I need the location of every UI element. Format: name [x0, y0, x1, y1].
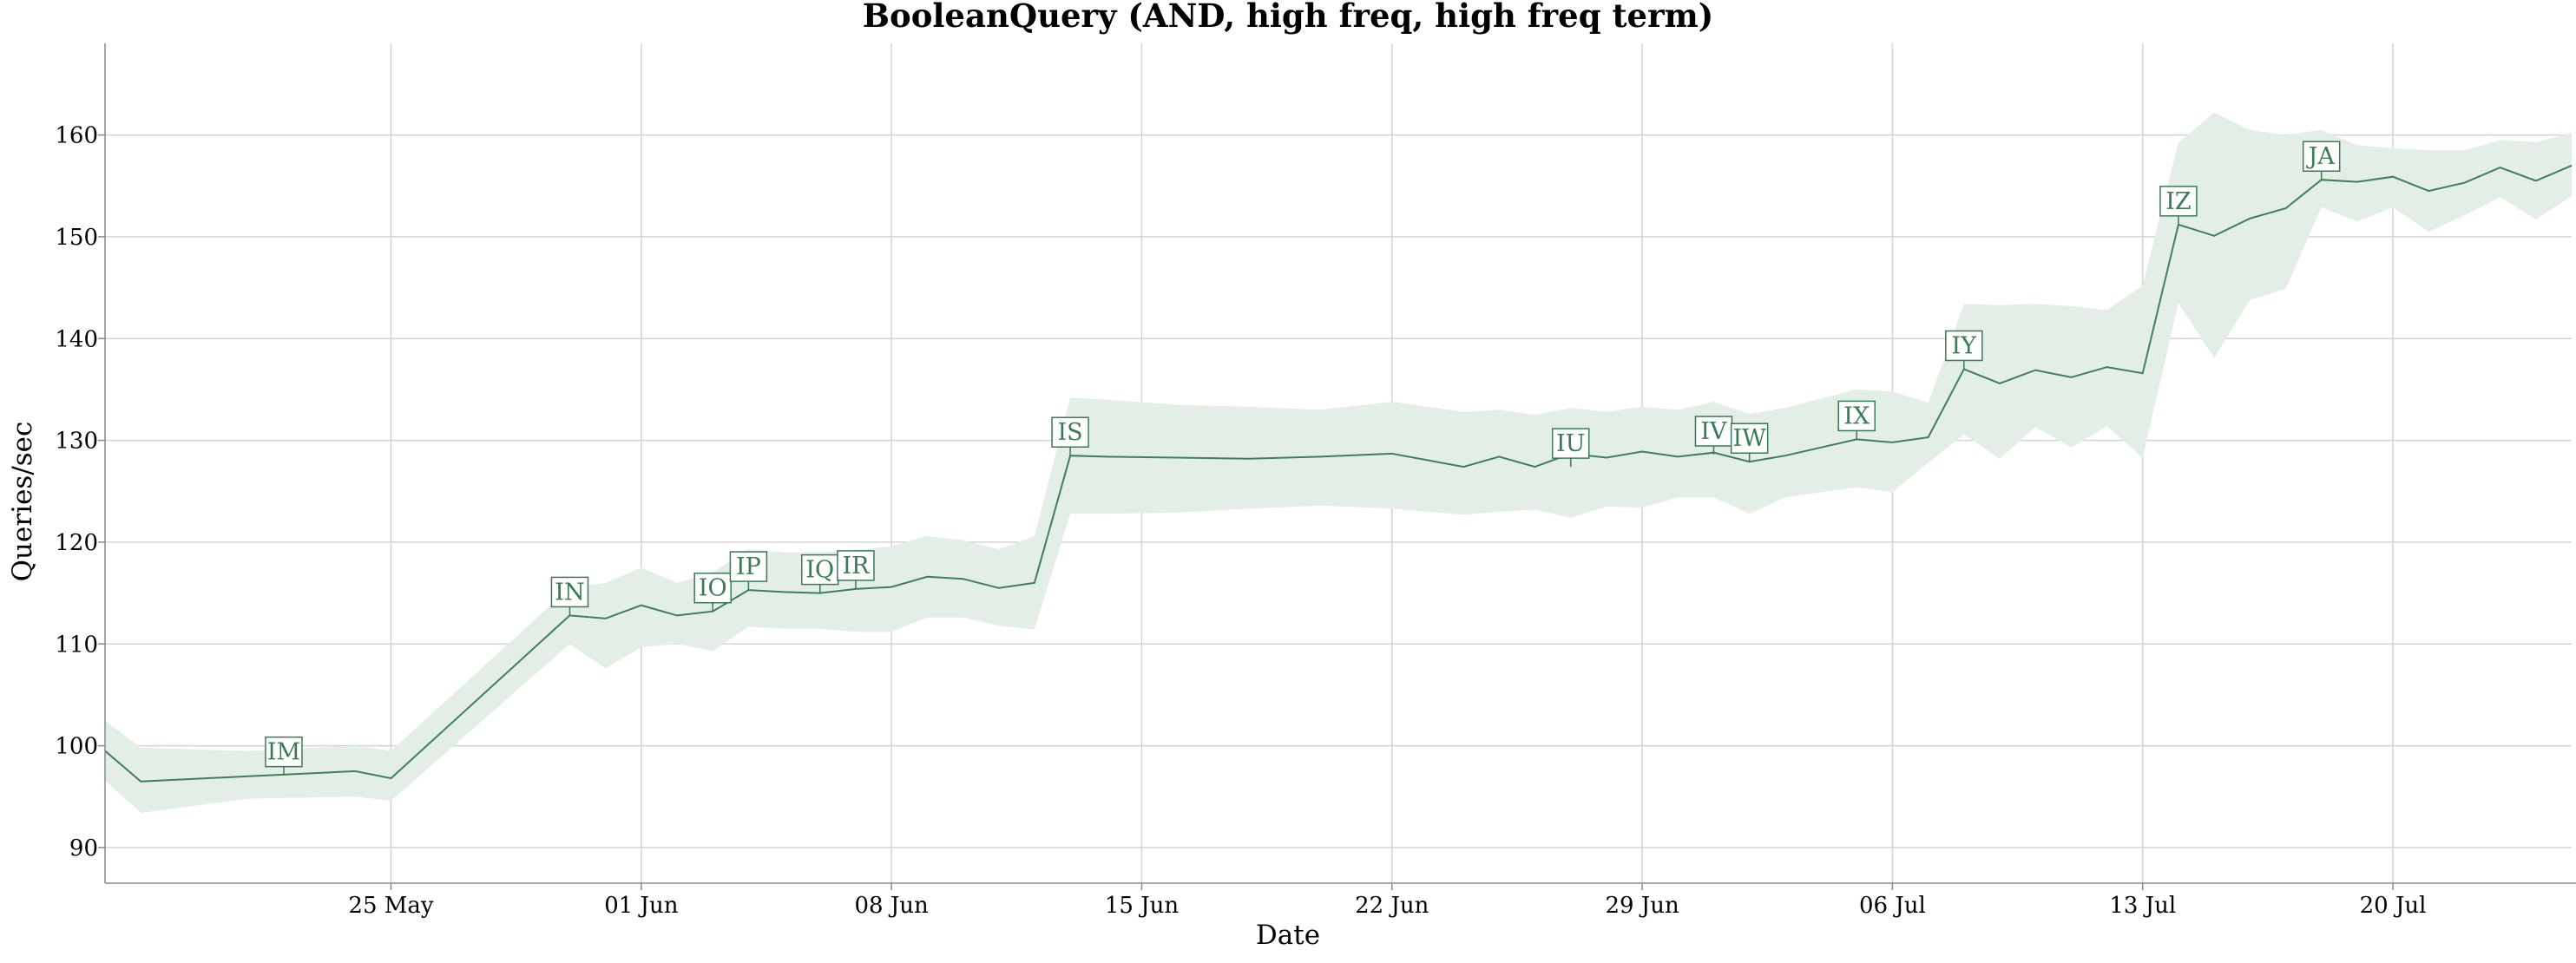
y-axis-title: Queries/sec	[7, 422, 38, 582]
annotation-box	[693, 572, 732, 604]
x-tick-label: 15 Jun	[1105, 893, 1180, 919]
annotation-iz: IZ	[2159, 186, 2198, 225]
annotation-ir: IR	[837, 550, 875, 589]
annotation-im: IM	[265, 736, 303, 776]
y-tick-label: 110	[55, 632, 98, 658]
annotation-box	[729, 551, 768, 582]
annotation-label: IO	[699, 575, 727, 602]
annotation-box	[1051, 416, 1089, 448]
x-tick-label: 06 Jul	[1859, 893, 1926, 919]
annotation-iu: IU	[1551, 428, 1590, 468]
annotation-box	[1837, 400, 1876, 432]
annotation-is: IS	[1051, 416, 1089, 456]
annotation-box	[1945, 330, 1983, 362]
annotation-iy: IY	[1945, 330, 1983, 370]
x-tick-label: 29 Jun	[1605, 893, 1679, 919]
annotation-ix: IX	[1837, 400, 1876, 440]
x-tick-label: 22 Jun	[1355, 893, 1429, 919]
annotation-io: IO	[693, 572, 732, 612]
y-tick-label: 100	[55, 734, 98, 760]
median-line	[104, 164, 2573, 783]
annotation-label: IU	[1556, 430, 1585, 457]
annotation-label: IQ	[805, 557, 834, 584]
confidence-band	[105, 112, 2572, 814]
y-tick-label: 140	[55, 326, 98, 352]
annotation-box	[2302, 141, 2341, 172]
annotation-box	[2159, 186, 2198, 217]
y-tick-label: 120	[55, 530, 98, 556]
annotation-box	[801, 554, 839, 586]
annotation-label: JA	[2306, 143, 2336, 170]
y-tick-label: 90	[69, 835, 98, 861]
x-tick-label: 20 Jul	[2360, 893, 2427, 919]
annotation-box	[837, 550, 875, 581]
y-tick-labels: 90 100 110 120 130 140 150 160	[55, 123, 105, 861]
annotation-label: IW	[1732, 425, 1766, 452]
annotation-box	[1551, 428, 1590, 459]
annotation-box	[265, 736, 303, 768]
annotations: IM IN IO IP IQ IR IS IU IV IW IX IY IZ JA	[265, 141, 2341, 776]
confidence-band-area	[105, 112, 2572, 814]
annotation-box	[550, 576, 589, 608]
series-line	[104, 164, 2573, 783]
x-tick-label: 25 May	[348, 893, 433, 919]
axes	[104, 43, 2576, 884]
annotation-label: IX	[1843, 403, 1870, 429]
annotation-iq: IQ	[801, 554, 839, 593]
x-tick-labels: 25 May 01 Jun 08 Jun 15 Jun 22 Jun 29 Jun 06 J…	[348, 883, 2426, 919]
annotation-label: IV	[1700, 418, 1727, 445]
annotation-iv: IV	[1694, 416, 1733, 455]
x-tick-label: 01 Jun	[604, 893, 679, 919]
annotation-label: IN	[555, 579, 584, 606]
annotation-label: IS	[1058, 419, 1083, 446]
annotation-label: IZ	[2165, 188, 2191, 215]
annotation-box	[1730, 423, 1769, 454]
annotation-in: IN	[550, 576, 589, 616]
annotation-ja: JA	[2302, 141, 2341, 180]
chart-title: BooleanQuery (AND, high freq, high freq …	[863, 0, 1714, 35]
annotation-label: IP	[736, 554, 761, 580]
annotation-iw: IW	[1730, 423, 1769, 462]
x-tick-label: 13 Jul	[2109, 893, 2176, 919]
y-tick-label: 160	[55, 123, 98, 149]
x-tick-label: 08 Jun	[855, 893, 930, 919]
annotation-ip: IP	[729, 551, 768, 591]
x-axis-title: Date	[1256, 920, 1320, 951]
annotation-label: IR	[842, 553, 870, 580]
annotation-label: IY	[1952, 332, 1978, 359]
annotation-label: IM	[267, 739, 300, 766]
y-tick-label: 150	[55, 225, 98, 251]
y-tick-label: 130	[55, 429, 98, 455]
